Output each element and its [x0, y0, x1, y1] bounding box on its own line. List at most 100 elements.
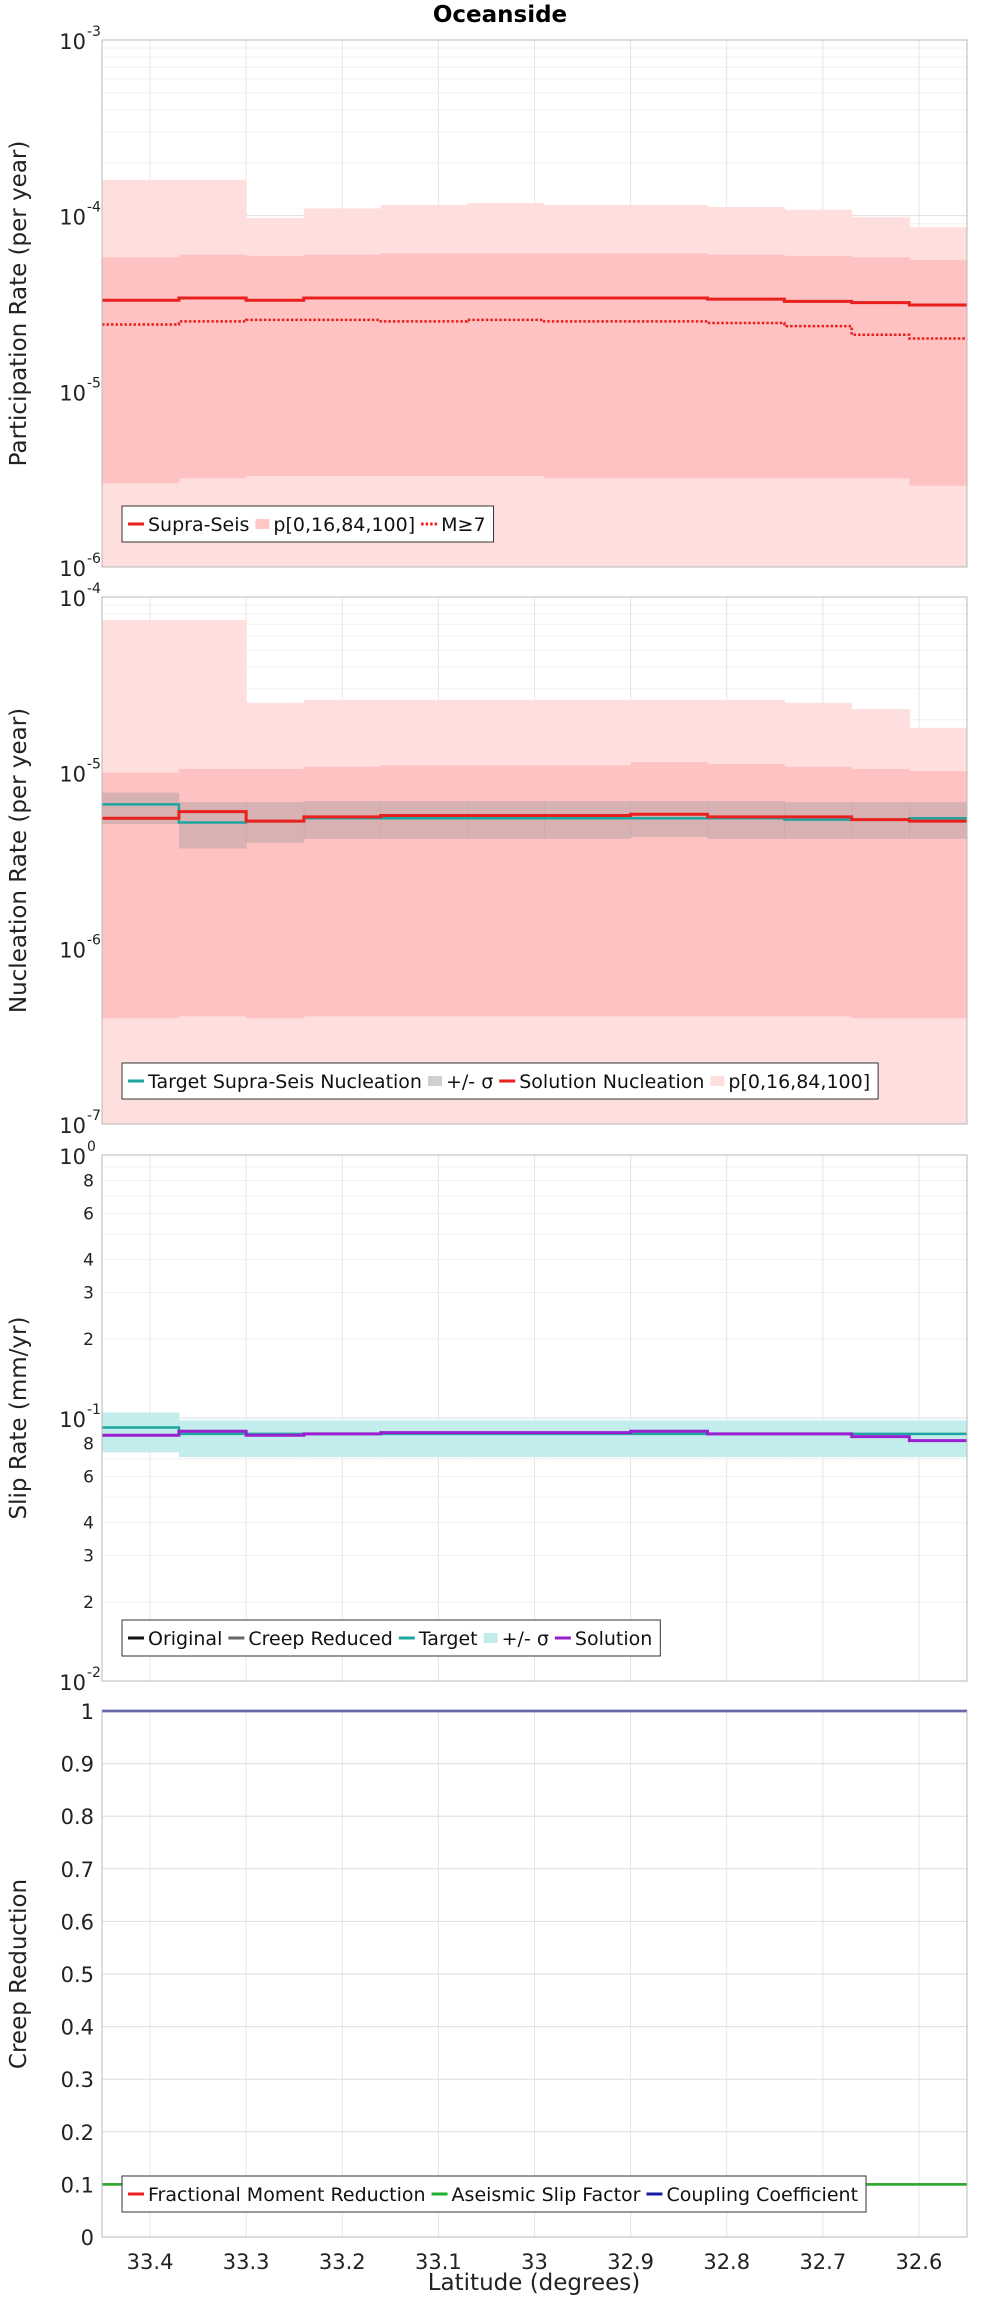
band-segment	[707, 1420, 785, 1458]
panel-4: 0 0.1 0.2 0.3 0.4 0.5 0.6 0.7 0.8 0.9 1 Creep Reduc…	[6, 1700, 968, 2274]
band-segment	[909, 771, 968, 1019]
y-tick-label: 0.2	[61, 2121, 94, 2145]
band-segment	[467, 1420, 545, 1458]
legend-entry: Fractional Moment Reduction	[148, 2184, 426, 2206]
x-tick-label: 32.9	[607, 2250, 654, 2274]
y-axis-label: Nucleation Rate (per year)	[6, 708, 32, 1013]
y-tick-label: 1	[81, 1700, 94, 1724]
legend-swatch	[710, 1076, 725, 1086]
band-segment	[851, 1420, 910, 1458]
legend-swatch	[483, 1633, 498, 1643]
y-tick-label: 10	[59, 1145, 86, 1169]
series-line	[102, 810, 967, 823]
plot-frame	[101, 39, 968, 568]
band-segment	[544, 1420, 632, 1458]
band-segment	[784, 255, 853, 479]
y-tick-label: 10	[59, 30, 86, 54]
chart-title: Oceanside	[433, 2, 567, 28]
y-minor-tick-label: 3	[83, 1547, 94, 1567]
y-tick-exponent: -3	[87, 24, 101, 40]
legend-entry: Coupling Coefficient	[666, 2184, 858, 2206]
legend-entry: Creep Reduced	[248, 1628, 392, 1650]
band-segment	[178, 254, 247, 479]
x-tick-label: 33.1	[415, 2250, 462, 2274]
y-axis-label: Creep Reduction	[6, 1879, 32, 2069]
band-segment	[707, 800, 785, 839]
band-segment	[246, 1420, 305, 1458]
y-axis-label: Slip Rate (mm/yr)	[6, 1317, 32, 1520]
y-tick-label: 0.5	[61, 1963, 94, 1987]
y-tick-exponent: 0	[87, 1139, 96, 1155]
x-tick-label: 33.4	[127, 2250, 174, 2274]
y-minor-tick-label: 6	[83, 1204, 94, 1224]
legend-box	[121, 2175, 867, 2213]
y-tick-label: 10	[59, 206, 86, 230]
y-minor-tick-label: 2	[83, 1593, 94, 1613]
y-tick-label: 10	[59, 381, 86, 405]
legend-entry: Supra-Seis	[148, 514, 249, 536]
y-tick-label: 0.6	[61, 1910, 94, 1934]
x-tick-label: 32.8	[703, 2250, 750, 2274]
y-minor-tick-label: 8	[83, 1171, 94, 1191]
band-segment	[467, 800, 545, 839]
band-segment	[630, 762, 708, 1017]
band-segment	[784, 766, 853, 1017]
legend-entry: p[0,16,84,100]	[728, 1071, 870, 1093]
y-tick-exponent: -7	[87, 1108, 101, 1124]
series-group	[102, 1412, 968, 1458]
legend-swatch	[255, 519, 270, 529]
band-segment	[303, 254, 382, 476]
legend: Fractional Moment Reduction Aseismic Slip…	[121, 2175, 867, 2213]
y-tick-label: 0.1	[61, 2173, 94, 2197]
y-tick-label: 10	[59, 1671, 86, 1695]
y-tick-exponent: -1	[87, 1402, 101, 1418]
legend-entry: Original	[148, 1628, 222, 1650]
band-segment	[246, 255, 305, 476]
x-axis-label: Latitude (degrees)	[428, 2270, 641, 2296]
legend-entry: Aseismic Slip Factor	[452, 2184, 641, 2206]
y-tick-exponent: -6	[87, 932, 101, 948]
y-minor-tick-label: 4	[83, 1251, 94, 1271]
y-tick-label: 0.9	[61, 1753, 94, 1777]
legend-box	[121, 1619, 661, 1657]
y-tick-exponent: -6	[87, 551, 101, 567]
x-tick-label: 33.3	[223, 2250, 270, 2274]
plot-frame	[101, 1154, 968, 1682]
x-tick-label: 33	[521, 2250, 548, 2274]
band-segment	[380, 1420, 468, 1458]
x-tick-label: 32.6	[896, 2250, 943, 2274]
y-tick-label: 10	[59, 587, 86, 611]
legend: Target Supra-Seis Nucleation +/- σ Solutio…	[121, 1062, 879, 1100]
band-segment	[909, 1420, 968, 1458]
band-segment	[303, 1420, 382, 1458]
y-tick-label: 10	[59, 938, 86, 962]
y-tick-label: 0	[81, 2226, 94, 2250]
series-line-dotted	[102, 318, 967, 340]
y-tick-labels: 10-610-510-410-3	[59, 24, 101, 581]
band-segment	[178, 802, 247, 849]
band-segment	[380, 765, 468, 1017]
band-segment	[909, 259, 968, 486]
x-tick-label: 33.2	[319, 2250, 366, 2274]
y-tick-labels: 10-710-610-510-4	[59, 581, 101, 1138]
y-tick-exponent: -4	[87, 200, 101, 216]
series-line	[102, 296, 967, 307]
y-tick-label: 10	[59, 1408, 86, 1432]
band-segment	[102, 257, 180, 484]
band-segment	[303, 800, 382, 839]
series-group	[102, 619, 968, 1124]
y-tick-exponent: -4	[87, 581, 101, 597]
legend-swatch	[427, 1076, 442, 1086]
legend-entry: +/- σ	[446, 1071, 493, 1093]
y-tick-label: 10	[59, 557, 86, 581]
band-segment	[303, 766, 382, 1017]
legend-entry: M≥7	[441, 514, 485, 536]
y-tick-exponent: -2	[87, 1665, 101, 1681]
band-segment	[630, 1420, 708, 1458]
band-segment	[544, 765, 632, 1017]
band-segment	[544, 800, 632, 839]
y-minor-tick-label: 3	[83, 1284, 94, 1304]
legend-entry: Target Supra-Seis Nucleation	[147, 1071, 422, 1093]
